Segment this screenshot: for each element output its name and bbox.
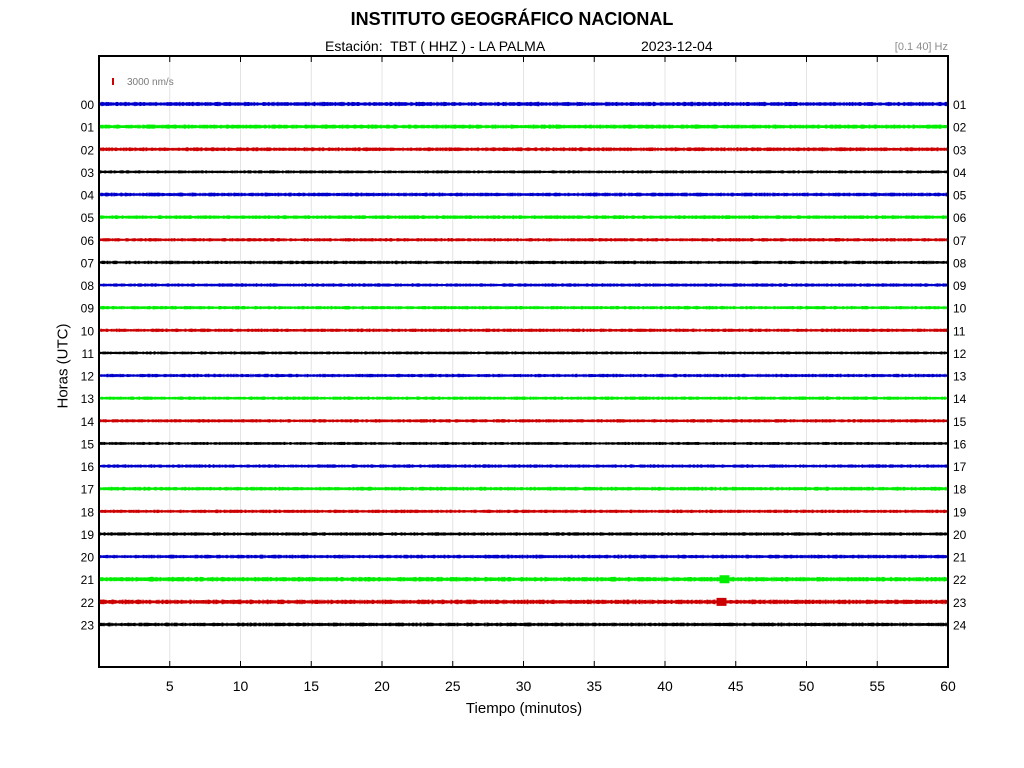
left-hour-label: 16: [81, 460, 95, 474]
trace-hour-00: [98, 101, 949, 107]
left-hour-label: 06: [81, 234, 95, 248]
right-hour-label: 23: [953, 596, 967, 610]
right-hour-label: 16: [953, 437, 967, 451]
left-hour-label: 12: [81, 370, 95, 384]
trace-hour-13: [98, 396, 949, 400]
x-tick-label: 40: [657, 678, 673, 694]
right-hour-label: 07: [953, 234, 967, 248]
x-tick-label: 30: [516, 678, 532, 694]
right-hour-label: 15: [953, 415, 967, 429]
trace-hour-10: [98, 328, 949, 333]
left-hour-label: 05: [81, 211, 95, 225]
right-hour-label: 09: [953, 279, 967, 293]
left-hour-label: 02: [81, 143, 95, 157]
left-hour-label: 04: [81, 189, 95, 203]
right-hour-label: 10: [953, 302, 967, 316]
left-hour-label: 17: [81, 483, 95, 497]
scale-bar-label: 3000 nm/s: [127, 77, 174, 88]
left-hour-label: 19: [81, 528, 95, 542]
right-hour-label: 08: [953, 256, 967, 270]
x-tick-label: 20: [374, 678, 390, 694]
left-hour-label: 15: [81, 437, 95, 451]
trace-hour-12: [98, 373, 949, 378]
x-tick-label: 50: [799, 678, 815, 694]
trace-hour-03: [98, 170, 949, 174]
trace-hour-11: [98, 351, 949, 355]
right-hour-label: 03: [953, 143, 967, 157]
trace-hour-20: [98, 554, 949, 559]
x-tick-label: 25: [445, 678, 461, 694]
right-hour-label: 24: [953, 618, 967, 632]
right-hour-label: 11: [953, 324, 966, 338]
filter-band-label: [0.1 40] Hz: [894, 41, 948, 53]
right-hour-label: 02: [953, 121, 967, 135]
right-hour-label: 14: [953, 392, 967, 406]
x-tick-label: 10: [233, 678, 249, 694]
date-label: 2023-12-04: [641, 38, 713, 54]
right-hour-label: 05: [953, 189, 967, 203]
page-title: INSTITUTO GEOGRÁFICO NACIONAL: [350, 9, 674, 29]
x-tick-label: 45: [728, 678, 744, 694]
left-hour-label: 07: [81, 256, 95, 270]
right-hour-label: 12: [953, 347, 967, 361]
left-hour-label: 20: [81, 551, 95, 565]
right-hour-label: 17: [953, 460, 967, 474]
left-hour-label: 21: [81, 573, 95, 587]
right-hour-label: 13: [953, 370, 967, 384]
left-hour-label: 10: [81, 324, 95, 338]
left-hour-label: 08: [81, 279, 95, 293]
trace-hour-14: [98, 419, 949, 423]
right-hour-label: 18: [953, 483, 967, 497]
right-hour-label: 19: [953, 505, 967, 519]
x-tick-label: 5: [166, 678, 174, 694]
x-tick-label: 15: [303, 678, 319, 694]
left-hour-label: 00: [81, 98, 95, 112]
trace-hour-15: [98, 441, 949, 445]
trace-hour-17: [98, 486, 949, 491]
trace-hour-05: [98, 215, 949, 220]
left-hour-label: 23: [81, 618, 95, 632]
left-hour-label: 03: [81, 166, 95, 180]
x-tick-label: 35: [586, 678, 602, 694]
station-label: Estación: TBT ( HHZ ) - LA PALMA: [325, 38, 546, 54]
trace-hour-08: [98, 283, 949, 287]
right-hour-label: 20: [953, 528, 967, 542]
left-hour-label: 22: [81, 596, 95, 610]
trace-hour-18: [98, 509, 949, 514]
trace-hour-23: [98, 622, 949, 627]
right-hour-label: 22: [953, 573, 967, 587]
right-hour-label: 21: [953, 551, 967, 565]
x-tick-label: 60: [940, 678, 956, 694]
right-hour-label: 01: [953, 98, 967, 112]
left-hour-label: 09: [81, 302, 95, 316]
left-hour-label: 14: [81, 415, 95, 429]
right-hour-label: 04: [953, 166, 967, 180]
left-hour-label: 11: [82, 347, 95, 361]
left-hour-label: 18: [81, 505, 95, 519]
left-hour-label: 13: [81, 392, 95, 406]
trace-hour-16: [98, 464, 949, 468]
trace-hour-09: [98, 305, 949, 310]
x-tick-label: 55: [869, 678, 885, 694]
right-hour-label: 06: [953, 211, 967, 225]
left-hour-label: 01: [81, 121, 95, 135]
trace-hour-19: [98, 532, 949, 536]
y-axis-label: Horas (UTC): [54, 323, 72, 409]
x-axis-label: Tiempo (minutos): [465, 700, 583, 717]
